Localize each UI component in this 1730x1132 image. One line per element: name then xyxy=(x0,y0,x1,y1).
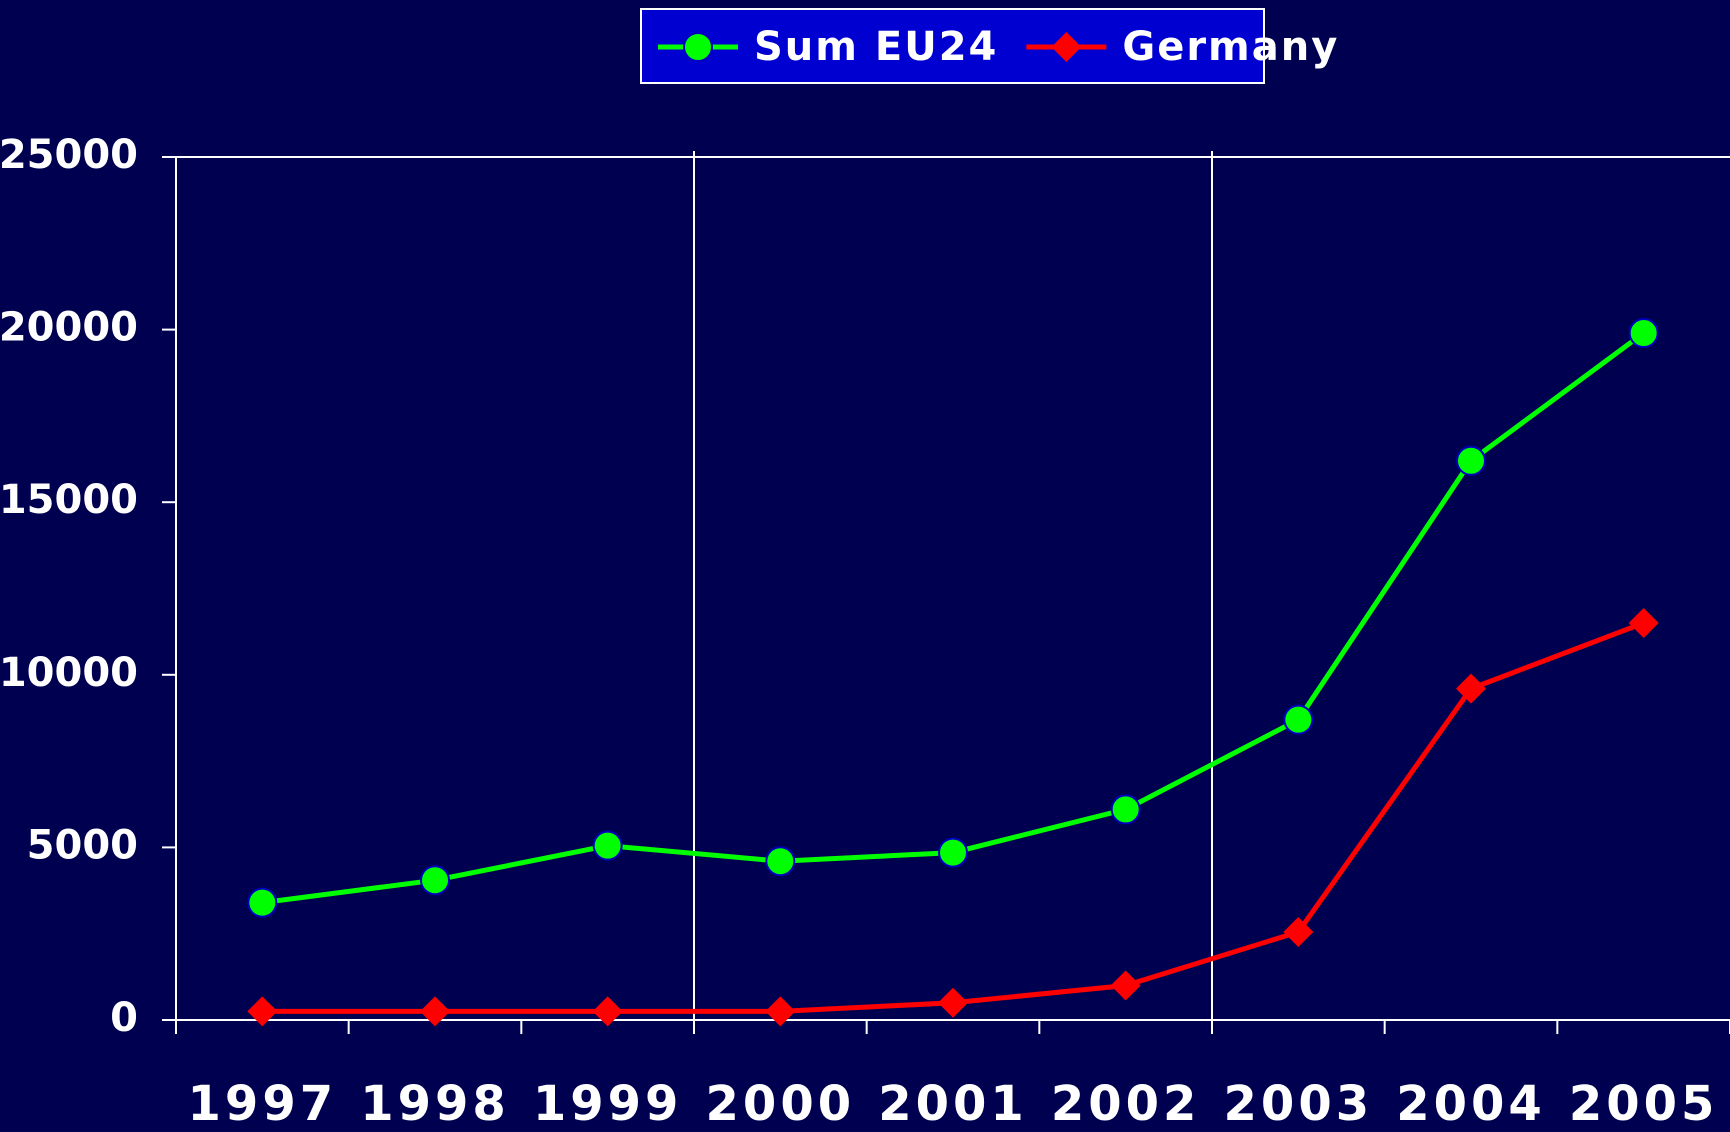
data-point xyxy=(1110,970,1141,1001)
x-tick-label: 2005 xyxy=(1569,1076,1719,1132)
data-point xyxy=(420,996,450,1027)
data-point xyxy=(938,837,968,868)
x-tick-label: 1998 xyxy=(360,1076,510,1132)
y-tick-label: 0 xyxy=(110,995,138,1041)
y-tick-label: 15000 xyxy=(0,477,138,523)
x-tick-label: 1997 xyxy=(188,1076,338,1132)
y-tick-label: 20000 xyxy=(0,305,138,351)
data-point xyxy=(1456,445,1486,476)
data-point xyxy=(420,865,450,896)
data-point xyxy=(592,830,623,861)
data-point xyxy=(247,996,278,1027)
data-point xyxy=(1456,673,1486,704)
data-point xyxy=(765,846,796,877)
x-tick-label: 2000 xyxy=(706,1076,856,1132)
legend-marker xyxy=(683,32,713,62)
data-point xyxy=(592,996,623,1027)
data-point xyxy=(765,996,796,1027)
x-tick-label: 2003 xyxy=(1224,1076,1374,1132)
legend-marker xyxy=(1051,32,1082,62)
data-point xyxy=(938,987,968,1018)
legend-box xyxy=(640,8,1265,84)
data-point xyxy=(1628,608,1659,639)
x-tick-label: 1999 xyxy=(533,1076,683,1132)
data-point xyxy=(1628,318,1659,349)
data-point xyxy=(1283,916,1314,947)
x-tick-label: 2002 xyxy=(1051,1076,1201,1132)
y-tick-label: 5000 xyxy=(27,822,138,868)
legend-label: Germany xyxy=(1122,24,1339,70)
data-point xyxy=(1110,794,1141,825)
y-tick-label: 10000 xyxy=(0,650,138,696)
data-point xyxy=(1283,704,1314,735)
x-tick-label: 2004 xyxy=(1396,1076,1546,1132)
y-tick-label: 25000 xyxy=(0,132,138,178)
legend-label: Sum EU24 xyxy=(754,24,998,70)
data-point xyxy=(247,887,278,918)
x-tick-label: 2001 xyxy=(878,1076,1028,1132)
